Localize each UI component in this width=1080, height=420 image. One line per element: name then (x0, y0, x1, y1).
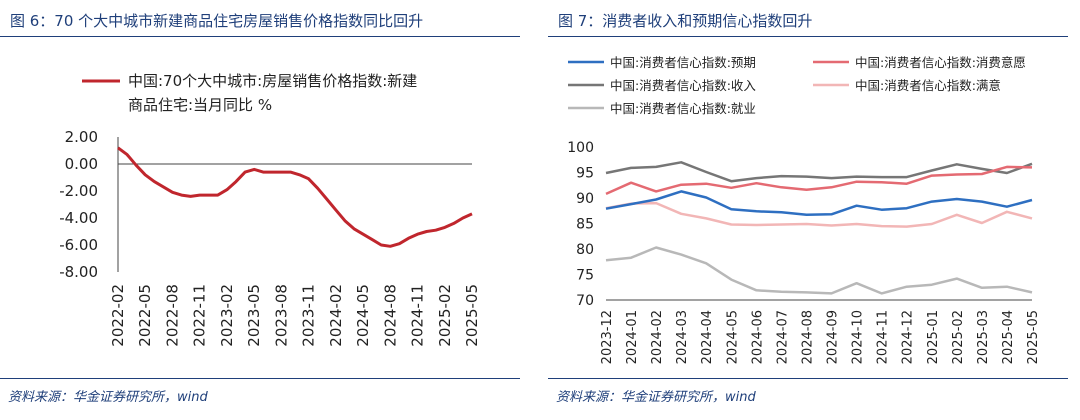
x-tick-label: 2023-08 (272, 284, 290, 347)
y-tick-label: -2.00 (59, 182, 98, 200)
series-line-housing-price-yoy (117, 146, 473, 248)
footer-divider (0, 378, 520, 379)
housing-price-chart: 中国:70个大中城市:房屋销售价格指数:新建商品住宅:当月同比 % 2.00 0.0… (59, 72, 481, 347)
source-note: 资料来源：华金证券研究所，wind (556, 390, 756, 405)
x-tick-label: 2025-03 (976, 310, 991, 364)
legend-label: 中国:消费者信心指数:消费意愿 (855, 55, 1026, 70)
x-tick-label: 2023-12 (600, 310, 615, 364)
series-line (605, 165, 1033, 196)
x-tick-label: 2022-02 (109, 284, 127, 347)
x-tick-label: 2024-05 (725, 310, 740, 364)
source-note: 资料来源：华金证券研究所，wind (8, 390, 208, 405)
x-tick-label: 2024-09 (826, 310, 841, 364)
series-line (605, 201, 1033, 228)
legend-label: 中国:消费者信心指数:预期 (610, 55, 756, 70)
chart-title: 图 6：70 个大中城市新建商品住宅房屋销售价格指数同比回升 (10, 12, 424, 30)
y-tick-label: 75 (576, 268, 594, 284)
y-tick-label: 85 (576, 217, 594, 233)
x-tick-label: 2024-06 (750, 310, 765, 364)
x-tick-label: 2025-02 (951, 310, 966, 364)
consumer-confidence-chart: 中国:消费者信心指数:预期 中国:消费者信心指数:消费意愿中国:消费者信心指数:收… (567, 55, 1041, 364)
x-tick-label: 2022-05 (136, 284, 154, 347)
y-tick-label: -4.00 (59, 209, 98, 227)
y-tick-label: 2.00 (65, 128, 98, 146)
legend-label: 中国:消费者信心指数:收入 (610, 78, 756, 93)
x-tick-label: 2023-11 (300, 284, 318, 347)
legend-label: 中国:消费者信心指数:就业 (610, 101, 756, 116)
series-line (605, 246, 1033, 295)
series-line (605, 190, 1033, 217)
x-tick-label: 2024-05 (354, 284, 372, 347)
x-tick-label: 2024-12 (901, 310, 916, 364)
x-tick-label: 2024-07 (775, 310, 790, 364)
x-tick-label: 2024-02 (650, 310, 665, 364)
x-tick-label: 2025-01 (926, 310, 941, 364)
x-tick-label: 2024-08 (800, 310, 815, 364)
y-tick-label: -8.00 (59, 263, 98, 281)
x-tick-label: 2022-08 (163, 284, 181, 347)
y-tick-label: 80 (576, 242, 594, 258)
x-tick-label: 2024-11 (876, 310, 891, 364)
x-tick-label: 2024-10 (851, 310, 866, 364)
y-tick-label: 0.00 (65, 155, 98, 173)
x-tick-label: 2022-11 (191, 284, 209, 347)
y-tick-label: 90 (576, 191, 594, 207)
x-tick-label: 2024-08 (381, 284, 399, 347)
y-tick-label: 95 (576, 166, 594, 182)
chart-title: 图 7：消费者收入和预期信心指数回升 (558, 12, 813, 30)
x-tick-label: 2024-02 (327, 284, 345, 347)
x-tick-label: 2025-05 (1026, 310, 1041, 364)
legend-label-line-2: 商品住宅:当月同比 % (128, 96, 272, 114)
chart-panel-housing-price: 图 6：70 个大中城市新建商品住宅房屋销售价格指数同比回升 中国:70个大中城… (0, 0, 520, 420)
y-tick-label: -6.00 (59, 236, 98, 254)
y-tick-label: 70 (576, 293, 594, 309)
x-tick-label: 2025-02 (436, 284, 454, 347)
x-tick-label: 2025-05 (463, 284, 481, 347)
legend-label-line-1: 中国:70个大中城市:房屋销售价格指数:新建 (128, 72, 417, 90)
x-tick-label: 2023-02 (218, 284, 236, 347)
series-line (605, 161, 1033, 183)
x-tick-label: 2024-03 (675, 310, 690, 364)
footer-divider (548, 378, 1068, 379)
title-divider (0, 36, 520, 37)
legend-label: 中国:消费者信心指数:满意 (855, 78, 1001, 93)
x-tick-label: 2023-05 (245, 284, 263, 347)
title-divider (548, 36, 1068, 37)
x-tick-label: 2025-04 (1001, 310, 1016, 364)
y-tick-label: 100 (567, 140, 594, 156)
x-tick-label: 2024-11 (409, 284, 427, 347)
x-tick-label: 2024-01 (625, 310, 640, 364)
x-tick-label: 2024-04 (700, 310, 715, 364)
chart-panel-consumer-confidence: 图 7：消费者收入和预期信心指数回升 中国:消费者信心指数:预期 中国:消费者信心… (548, 0, 1068, 420)
